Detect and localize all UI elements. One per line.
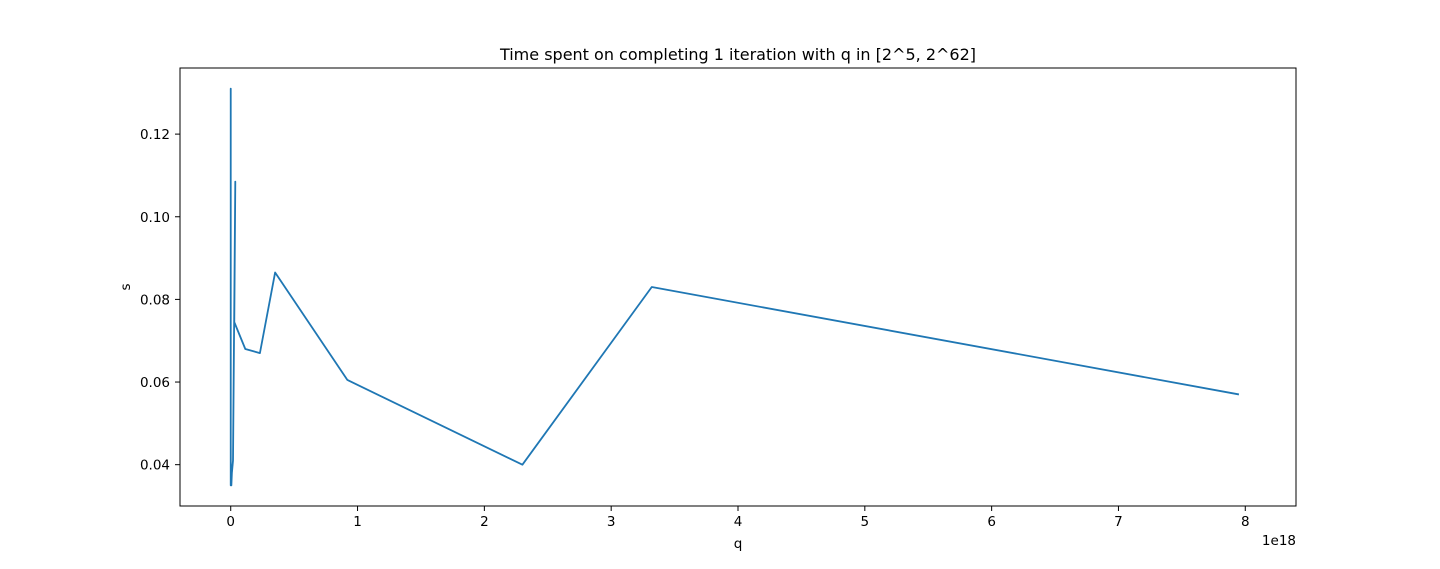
x-axis-label: q [734, 536, 743, 552]
y-tick-label: 0.04 [140, 458, 170, 474]
y-axis: 0.04 0.06 0.08 0.10 0.12 [140, 127, 180, 474]
x-axis-offset-text: 1e18 [1262, 533, 1296, 549]
x-tick-label: 2 [480, 514, 489, 530]
chart-title: Time spent on completing 1 iteration wit… [499, 45, 976, 64]
x-tick-label: 4 [734, 514, 743, 530]
y-axis-label: s [118, 283, 134, 290]
x-axis: 0 1 2 3 4 5 6 7 8 [226, 506, 1250, 530]
y-tick-label: 0.12 [140, 127, 170, 143]
y-tick-label: 0.06 [140, 375, 170, 391]
y-tick-label: 0.08 [140, 292, 170, 308]
x-tick-label: 0 [226, 514, 235, 530]
x-tick-label: 7 [1114, 514, 1123, 530]
x-tick-label: 1 [353, 514, 362, 530]
y-tick-label: 0.10 [140, 210, 170, 226]
plot-area [179, 67, 1297, 507]
x-tick-label: 3 [607, 514, 616, 530]
x-tick-label: 6 [987, 514, 996, 530]
series-line [229, 87, 1240, 487]
axes-frame [179, 67, 1297, 507]
x-tick-label: 5 [861, 514, 870, 530]
x-tick-label: 8 [1241, 514, 1250, 530]
